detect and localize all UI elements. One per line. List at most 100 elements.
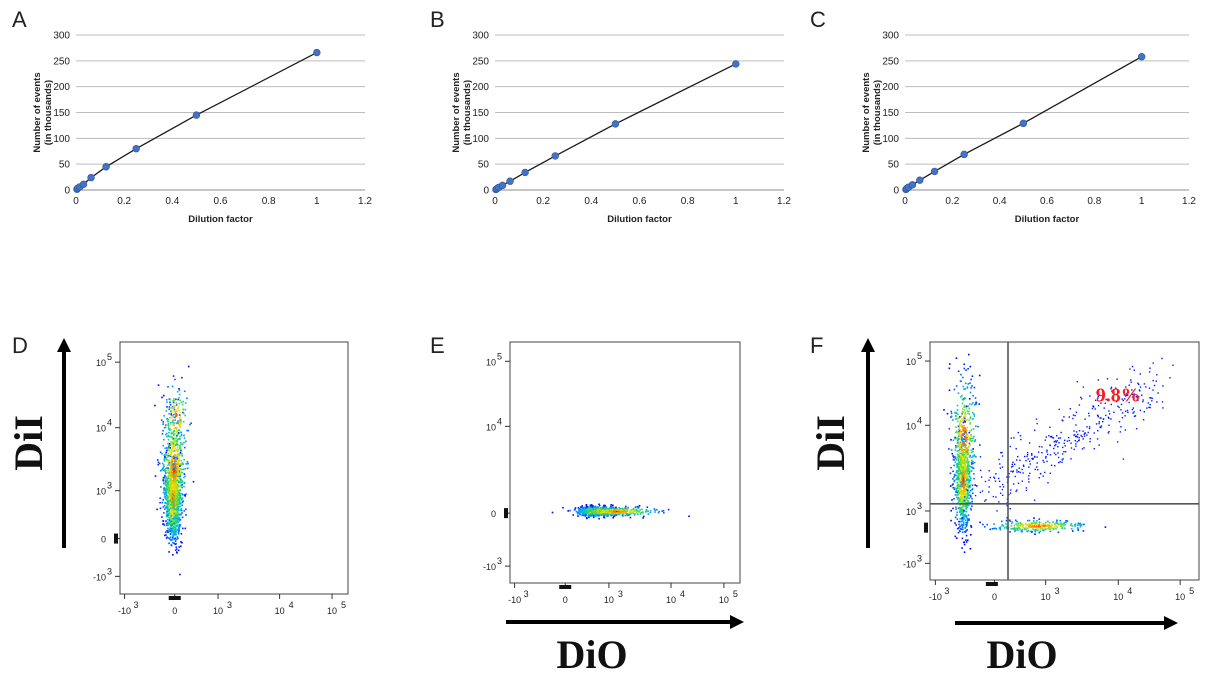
event-dot [973,477,975,480]
event-dot [955,437,958,440]
trend-line [76,52,318,190]
event-dot [598,517,600,520]
event-dot [172,554,174,556]
event-dot [173,491,175,493]
event-dot [959,476,961,479]
event-dot [965,438,967,440]
event-dot [624,512,627,514]
event-dot [1128,401,1130,404]
event-dot [167,426,170,428]
event-dot [177,477,180,479]
event-dot [627,514,630,516]
event-dot [1118,406,1120,409]
event-dot [168,500,171,503]
event-dot [634,513,636,515]
event-dot [172,414,175,416]
event-dot [1106,378,1109,380]
x-tick-exponent: 4 [289,600,294,610]
event-dot [963,465,965,468]
event-dot [173,530,175,533]
event-dot [956,456,958,459]
event-dot [964,515,966,517]
event-dot [1033,526,1035,529]
event-dot [965,508,967,510]
event-dot [178,509,180,511]
event-dot [962,426,964,428]
event-dot [1074,440,1076,442]
event-dot [956,442,959,444]
event-dot [960,512,962,515]
event-dot [964,514,966,516]
event-dot [170,466,173,469]
event-dot [965,435,967,437]
event-dot [966,449,968,452]
event-dot [177,444,180,447]
data-point [1137,52,1146,61]
event-dot [176,505,178,508]
event-dot [629,516,632,519]
event-dot [166,506,169,508]
event-dot [953,480,956,483]
event-dot [1028,519,1031,522]
event-dot [956,484,959,487]
event-dot [962,477,964,480]
event-dot [1035,526,1038,528]
event-dot [569,509,571,512]
event-dot [948,367,951,370]
event-dot [1055,441,1057,443]
event-dot [173,492,176,495]
event-dot [1023,465,1025,467]
event-dot [1055,526,1058,528]
event-dot [1031,453,1033,455]
event-dot [950,412,953,415]
event-dot [974,484,976,486]
event-dot [173,443,176,446]
event-dot [1075,435,1078,437]
event-dot [967,481,970,484]
event-dot [961,512,964,515]
event-dot [1004,527,1006,529]
event-dot [177,460,179,462]
event-dot [173,422,175,424]
event-dot [1060,525,1062,527]
x-tick-label: 1 [1139,196,1145,207]
y-tick-exponent: 4 [497,416,502,426]
event-dot [609,507,612,510]
event-dot [1035,525,1038,527]
event-dot [176,469,179,471]
event-dot [168,496,170,498]
event-dot [169,463,171,465]
event-dot [618,513,620,516]
event-dot [179,485,181,487]
event-dot [961,434,963,437]
event-dot [1122,458,1125,460]
event-dot [1014,519,1017,522]
panel-letter: F [810,333,823,358]
event-dot [177,406,180,408]
y-axis-title: DiI [6,415,51,471]
event-dot [171,482,173,485]
event-dot [173,503,176,505]
event-dot [175,404,178,406]
event-dot [1022,472,1024,474]
event-dot [970,496,972,498]
event-dot [177,531,180,534]
event-dot [1151,400,1153,402]
event-dot [168,516,170,519]
event-dot [1151,397,1153,400]
event-dot [953,388,956,391]
event-dot [161,433,164,435]
event-dot [589,510,592,512]
x-tick-label: -10 [118,606,131,616]
event-dot [183,412,185,415]
data-point [521,168,529,177]
event-dot [965,454,967,456]
event-dot [1021,525,1024,527]
event-dot [172,406,174,409]
event-dot [175,454,178,456]
event-dot [970,378,972,381]
x-tick-label: 0.4 [584,196,598,207]
event-dot [171,459,174,461]
event-dot [574,507,577,509]
event-dot [604,508,606,510]
